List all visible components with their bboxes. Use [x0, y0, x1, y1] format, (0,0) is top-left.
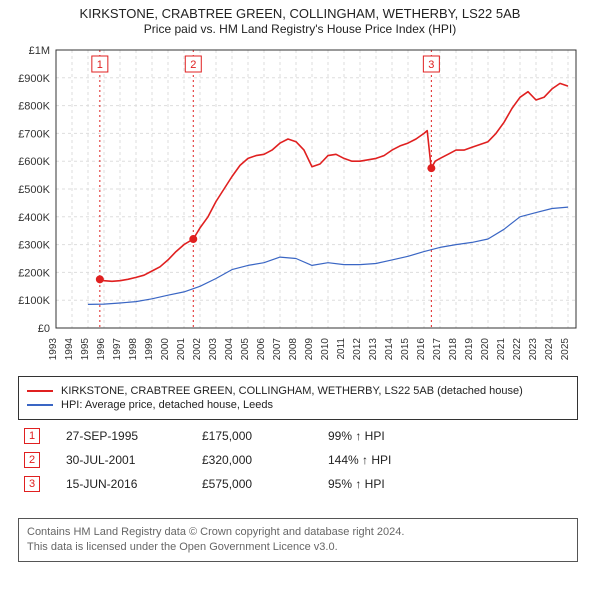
svg-text:3: 3	[428, 59, 434, 71]
svg-text:£500K: £500K	[18, 184, 50, 196]
sale-date: 15-JUN-2016	[66, 477, 176, 491]
sales-row: 3 15-JUN-2016 £575,000 95% ↑ HPI	[18, 472, 578, 496]
legend-item: KIRKSTONE, CRABTREE GREEN, COLLINGHAM, W…	[27, 385, 569, 397]
svg-text:1995: 1995	[80, 338, 91, 361]
svg-text:2016: 2016	[416, 338, 427, 361]
svg-text:1997: 1997	[112, 338, 123, 361]
svg-text:2002: 2002	[192, 338, 203, 361]
svg-text:£900K: £900K	[18, 73, 50, 85]
svg-text:£700K: £700K	[18, 128, 50, 140]
svg-text:2015: 2015	[400, 338, 411, 361]
svg-text:£100K: £100K	[18, 295, 50, 307]
svg-text:£300K: £300K	[18, 240, 50, 252]
svg-text:2004: 2004	[224, 338, 235, 361]
svg-text:2020: 2020	[480, 338, 491, 361]
legend-item: HPI: Average price, detached house, Leed…	[27, 399, 569, 411]
svg-text:2010: 2010	[320, 338, 331, 361]
svg-text:2017: 2017	[432, 338, 443, 361]
svg-text:2003: 2003	[208, 338, 219, 361]
svg-text:1996: 1996	[96, 338, 107, 361]
sales-table: 1 27-SEP-1995 £175,000 99% ↑ HPI 2 30-JUL-200…	[18, 424, 578, 496]
title-subtitle: Price paid vs. HM Land Registry's House …	[0, 22, 600, 37]
sale-marker-box: 1	[24, 428, 40, 444]
copyright: Contains HM Land Registry data © Crown c…	[18, 518, 578, 562]
legend-swatch	[27, 390, 53, 392]
sale-marker-box: 3	[24, 476, 40, 492]
svg-text:2009: 2009	[304, 338, 315, 361]
title-address: KIRKSTONE, CRABTREE GREEN, COLLINGHAM, W…	[0, 6, 600, 22]
sale-ratio: 95% ↑ HPI	[328, 477, 438, 491]
sale-date: 27-SEP-1995	[66, 429, 176, 443]
svg-text:1998: 1998	[128, 338, 139, 361]
svg-text:1999: 1999	[144, 338, 155, 361]
svg-text:2018: 2018	[448, 338, 459, 361]
legend-label: KIRKSTONE, CRABTREE GREEN, COLLINGHAM, W…	[61, 385, 523, 397]
chart: £0 £100K £200K £300K £400K £500K £600K £700K £80…	[12, 46, 588, 370]
svg-text:2021: 2021	[496, 338, 507, 361]
sale-price: £575,000	[202, 477, 302, 491]
sale-date: 30-JUL-2001	[66, 453, 176, 467]
svg-text:2: 2	[190, 59, 196, 71]
sale-marker-box: 2	[24, 452, 40, 468]
svg-text:2024: 2024	[544, 338, 555, 361]
legend-swatch	[27, 404, 53, 406]
svg-text:2013: 2013	[368, 338, 379, 361]
chart-svg: £0 £100K £200K £300K £400K £500K £600K £700K £80…	[12, 46, 588, 370]
chart-container: KIRKSTONE, CRABTREE GREEN, COLLINGHAM, W…	[0, 0, 600, 590]
title-block: KIRKSTONE, CRABTREE GREEN, COLLINGHAM, W…	[0, 0, 600, 37]
svg-text:£400K: £400K	[18, 212, 50, 224]
svg-text:2023: 2023	[528, 338, 539, 361]
svg-text:2007: 2007	[272, 338, 283, 361]
svg-text:2022: 2022	[512, 338, 523, 361]
svg-text:2008: 2008	[288, 338, 299, 361]
svg-text:2000: 2000	[160, 338, 171, 361]
legend: KIRKSTONE, CRABTREE GREEN, COLLINGHAM, W…	[18, 376, 578, 420]
sale-price: £175,000	[202, 429, 302, 443]
svg-text:2019: 2019	[464, 338, 475, 361]
sale-price: £320,000	[202, 453, 302, 467]
svg-text:2005: 2005	[240, 338, 251, 361]
legend-label: HPI: Average price, detached house, Leed…	[61, 399, 273, 411]
svg-text:1: 1	[97, 59, 103, 71]
svg-text:2025: 2025	[560, 338, 571, 361]
svg-text:1993: 1993	[48, 338, 59, 361]
svg-text:£200K: £200K	[18, 267, 50, 279]
copyright-line2: This data is licensed under the Open Gov…	[27, 540, 569, 555]
sale-ratio: 99% ↑ HPI	[328, 429, 438, 443]
svg-text:£1M: £1M	[29, 46, 50, 57]
svg-text:2001: 2001	[176, 338, 187, 361]
svg-text:2006: 2006	[256, 338, 267, 361]
svg-text:£0: £0	[38, 323, 50, 335]
sale-ratio: 144% ↑ HPI	[328, 453, 438, 467]
svg-text:£800K: £800K	[18, 101, 50, 113]
svg-text:£600K: £600K	[18, 156, 50, 168]
copyright-line1: Contains HM Land Registry data © Crown c…	[27, 525, 569, 540]
svg-text:2014: 2014	[384, 338, 395, 361]
sales-row: 2 30-JUL-2001 £320,000 144% ↑ HPI	[18, 448, 578, 472]
svg-text:2011: 2011	[336, 338, 347, 360]
svg-text:1994: 1994	[64, 338, 75, 361]
sales-row: 1 27-SEP-1995 £175,000 99% ↑ HPI	[18, 424, 578, 448]
svg-text:2012: 2012	[352, 338, 363, 361]
